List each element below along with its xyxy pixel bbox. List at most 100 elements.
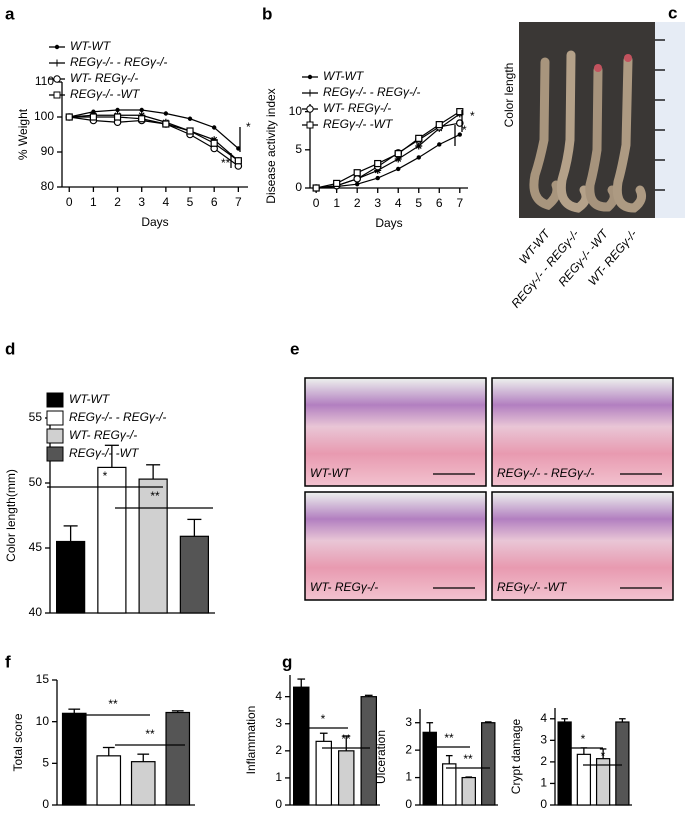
error-bar [426,722,434,733]
y-tick-label: 50 [29,475,43,489]
point [396,166,401,172]
panel-letter: e [290,339,299,358]
significance-label: * [321,712,326,726]
bar [61,712,87,806]
point [394,155,402,163]
legend-marker [307,74,313,80]
significance-label: ** [108,697,118,711]
legend-label: REGγ-/- -WT [69,446,140,460]
y-tick-label: 0 [405,797,412,811]
bar [96,755,122,806]
point [115,107,120,113]
y-tick-label: 3 [275,716,282,730]
legend-marker [54,44,60,50]
legend-label: WT- REGγ-/- [323,101,391,115]
significance-label: * [246,120,251,134]
error-bar [137,753,150,762]
legend-swatch [46,410,64,426]
point [353,175,361,183]
legend-label: REGγ-/- -WT [323,117,394,131]
x-tick-label: 4 [163,195,170,209]
y-tick-label: 2 [405,742,412,756]
y-tick-label: 3 [540,733,547,747]
point [187,116,193,121]
error-bar [561,718,568,723]
y-tick-label: 5 [42,756,49,770]
point [394,150,402,158]
y-tick-label: 4 [275,689,282,703]
panel-letter: d [5,339,15,358]
panel-letter: g [282,652,292,671]
colon-photo [519,22,685,218]
x-tick-label: 1 [333,196,340,210]
significance-label: * [601,749,606,763]
histology-label: WT- REGγ-/- [310,580,378,594]
significance-label: * [470,109,475,123]
bar [615,721,630,806]
x-tick-label: 3 [138,195,145,209]
x-tick-label: 7 [235,195,242,209]
panel-letter: f [5,652,11,671]
y-tick-label: 0 [275,797,282,811]
bar [55,540,86,614]
panel-letter: b [262,4,272,23]
bar [481,722,496,806]
point [139,107,144,113]
x-tick-label: 1 [90,195,97,209]
x-tick-label: 4 [395,196,402,210]
bar [179,535,210,614]
point [456,108,464,116]
bar [130,761,156,806]
significance-label: ** [444,731,454,745]
bar [557,721,572,806]
legend-label: WT-WT [70,39,112,53]
x-tick-label: 5 [187,195,194,209]
legend-swatch [46,428,64,444]
y-axis-label: Total score [11,713,25,771]
point [353,169,361,177]
point [210,139,218,147]
point [416,155,421,160]
legend-label: REGγ-/- - REGγ-/- [323,85,420,99]
y-tick-label: 100 [34,109,54,123]
point [374,166,382,174]
x-axis-label: Days [375,216,402,230]
point [138,115,146,123]
y-tick-label: 1 [540,776,547,790]
y-tick-label: 110 [35,74,54,88]
y-axis-label: Color length(mm) [4,469,18,562]
significance-label: ** [145,727,155,741]
y-tick-label: 0 [42,797,49,811]
error-bar [297,678,306,688]
point [162,120,170,128]
point [113,113,122,121]
point [374,159,382,168]
legend-swatch [46,446,64,462]
legend-marker [306,105,314,113]
point [312,184,320,192]
point [437,142,442,147]
y-tick-label: 90 [41,144,55,158]
series-line [69,109,239,149]
point [163,111,169,116]
point [89,113,98,121]
y-tick-label: 10 [36,714,50,728]
point [211,125,217,130]
significance-label: ** [463,752,473,766]
series-line [316,122,460,189]
y-tick-label: 5 [295,142,302,156]
y-tick-label: 40 [29,605,43,619]
bar [576,753,592,806]
error-bar [465,776,473,778]
legend-label: WT-WT [323,69,365,83]
error-bar [104,444,119,468]
legend-swatch [46,392,64,408]
significance-label: * [103,469,108,483]
legend-marker [306,89,314,97]
x-tick-label: 2 [354,196,361,210]
x-tick-label: 7 [456,196,463,210]
bar [97,466,127,614]
y-tick-label: 55 [29,410,43,424]
y-tick-label: 4 [540,711,547,725]
bar [165,711,191,806]
